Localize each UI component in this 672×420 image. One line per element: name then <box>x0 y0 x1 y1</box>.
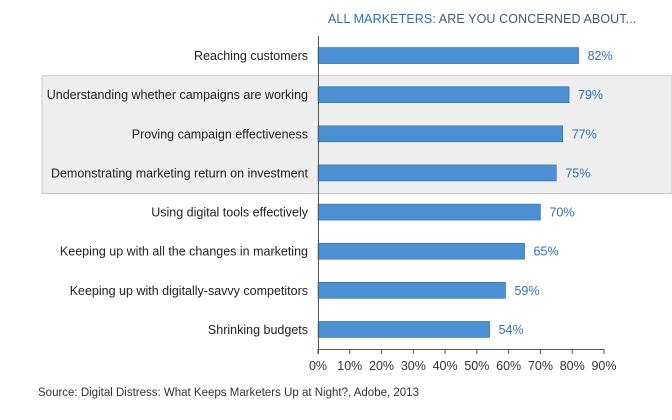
x-tick-label: 20% <box>369 359 394 373</box>
x-tick-label: 10% <box>337 359 362 373</box>
bar <box>317 86 570 103</box>
bar <box>317 203 541 221</box>
chart-title-highlight: ALL MARKETERS: <box>328 12 436 26</box>
bar <box>317 47 579 64</box>
x-tick-label: 90% <box>591 359 616 373</box>
category-label: Proving campaign effectiveness <box>132 127 308 141</box>
x-tick-label: 60% <box>496 359 521 373</box>
category-label: Shrinking budgets <box>208 323 308 337</box>
category-label: Keeping up with digitally-savvy competit… <box>70 284 308 298</box>
x-tick-label: 80% <box>560 359 585 373</box>
chart-title-rest: ARE YOU CONCERNED ABOUT... <box>435 12 637 26</box>
x-tick-label: 70% <box>528 359 553 373</box>
value-label: 65% <box>534 245 559 259</box>
value-label: 59% <box>514 284 539 298</box>
value-label: 79% <box>578 88 603 102</box>
value-label: 77% <box>572 127 597 141</box>
category-label: Using digital tools effectively <box>151 206 309 220</box>
bar <box>317 321 490 338</box>
category-label: Keeping up with all the changes in marke… <box>60 245 308 259</box>
value-label: 70% <box>549 206 574 220</box>
x-tick-label: 30% <box>401 359 426 373</box>
bar <box>317 242 525 260</box>
bar <box>317 164 557 182</box>
category-label: Reaching customers <box>194 49 308 63</box>
category-label: Demonstrating marketing return on invest… <box>51 166 309 180</box>
value-label: 75% <box>565 166 590 180</box>
x-tick-label: 40% <box>433 359 458 373</box>
category-label: Understanding whether campaigns are work… <box>47 88 308 102</box>
bar <box>317 125 563 143</box>
value-label: 54% <box>499 323 524 337</box>
chart-title: ALL MARKETERS: ARE YOU CONCERNED ABOUT..… <box>328 12 636 26</box>
source-note: Source: Digital Distress: What Keeps Mar… <box>38 387 419 399</box>
bar <box>317 282 506 299</box>
x-tick-label: 0% <box>309 359 327 373</box>
value-label: 82% <box>588 49 613 63</box>
x-tick-label: 50% <box>464 359 489 373</box>
